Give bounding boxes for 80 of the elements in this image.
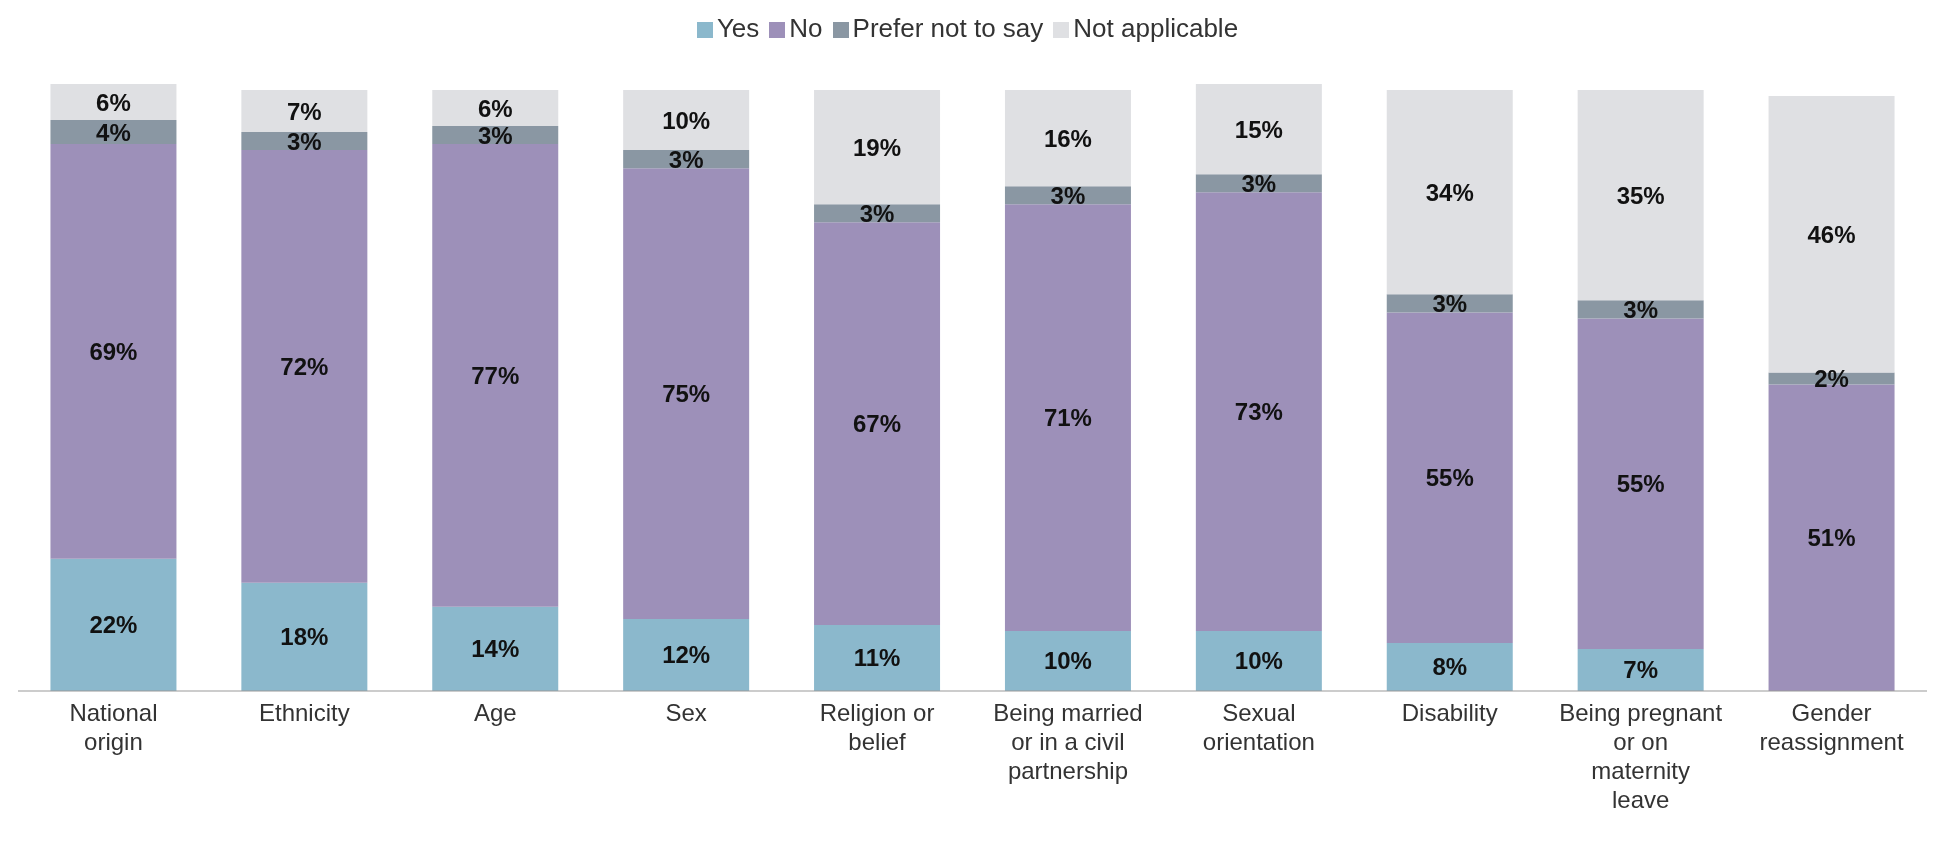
bar [1195, 630, 1322, 691]
bar [1577, 318, 1704, 649]
bar [1386, 642, 1513, 691]
data-label: 8% [1432, 653, 1468, 681]
data-label: 3% [1432, 289, 1468, 317]
bar [50, 558, 177, 691]
data-label: 6% [96, 88, 131, 116]
x-tick-label: National origin [69, 699, 158, 755]
bar [814, 90, 941, 205]
data-label: 55% [1425, 464, 1474, 492]
bar [1195, 84, 1322, 175]
legend-label: No [789, 13, 823, 43]
legend-label: Prefer not to say [852, 13, 1044, 43]
bar [1386, 90, 1513, 295]
x-tick-label: Being pregnant or on maternity leave [1559, 699, 1723, 813]
data-label: 14% [471, 635, 520, 663]
x-tick-label: Being married or in a civil partnership [993, 699, 1143, 784]
bar [241, 150, 368, 583]
data-label: 71% [1043, 404, 1092, 432]
data-label: 12% [662, 641, 711, 669]
legend-label: Not applicable [1073, 13, 1239, 43]
data-label: 3% [668, 145, 704, 173]
data-label: 69% [89, 337, 138, 365]
data-label: 10% [662, 106, 711, 134]
data-label: 2% [1814, 364, 1849, 392]
bar [814, 222, 941, 625]
data-label: 7% [287, 97, 322, 125]
data-label: 3% [1623, 295, 1658, 323]
data-label: 4% [96, 118, 131, 146]
data-label: 77% [471, 361, 520, 389]
data-label: 34% [1425, 178, 1474, 206]
bar [1004, 90, 1131, 187]
data-label: 22% [89, 611, 138, 639]
data-label: 75% [662, 380, 711, 408]
data-label: 35% [1616, 181, 1665, 209]
bar [1195, 192, 1322, 631]
x-tick-label: Sexual orientation [1202, 699, 1315, 755]
data-label: 73% [1234, 398, 1283, 426]
bar [1004, 204, 1131, 631]
data-label: 15% [1234, 115, 1283, 143]
data-label: 18% [280, 623, 329, 651]
x-tick-label: Age [473, 699, 517, 726]
data-label: 3% [859, 199, 895, 227]
data-label: 10% [1043, 647, 1092, 675]
bar [432, 144, 559, 607]
data-label: 46% [1807, 220, 1856, 248]
x-tick-label: Ethnicity [259, 699, 350, 726]
data-label: 19% [853, 133, 902, 161]
x-tick-label: Sex [665, 699, 707, 726]
bar [241, 90, 368, 133]
x-tick-label: Gender reassignment [1759, 699, 1904, 755]
data-label: 51% [1807, 524, 1856, 552]
data-label: 3% [1241, 169, 1277, 197]
bar [814, 624, 941, 691]
bar [50, 144, 177, 559]
bar [1577, 648, 1704, 691]
bar [432, 606, 559, 691]
data-label: 55% [1616, 470, 1665, 498]
bar [241, 582, 368, 691]
data-label: 6% [477, 94, 513, 122]
bar [432, 90, 559, 127]
data-label: 67% [853, 410, 902, 438]
data-label: 3% [1050, 181, 1086, 209]
data-label: 10% [1234, 647, 1283, 675]
legend-label: Yes [716, 13, 760, 43]
data-label: 16% [1043, 124, 1092, 152]
data-label: 72% [280, 352, 329, 380]
data-label: 11% [853, 644, 901, 672]
bar [1577, 90, 1704, 301]
bar [623, 168, 750, 619]
x-tick-label: Religion or belief [819, 699, 935, 755]
data-label: 7% [1623, 656, 1658, 684]
data-label: 3% [477, 121, 513, 149]
bar [50, 84, 177, 121]
bar [1004, 630, 1131, 691]
bar [623, 90, 750, 151]
bar [623, 618, 750, 691]
bar [1386, 312, 1513, 643]
x-tick-label: Disability [1401, 699, 1498, 726]
data-label: 3% [287, 127, 322, 155]
